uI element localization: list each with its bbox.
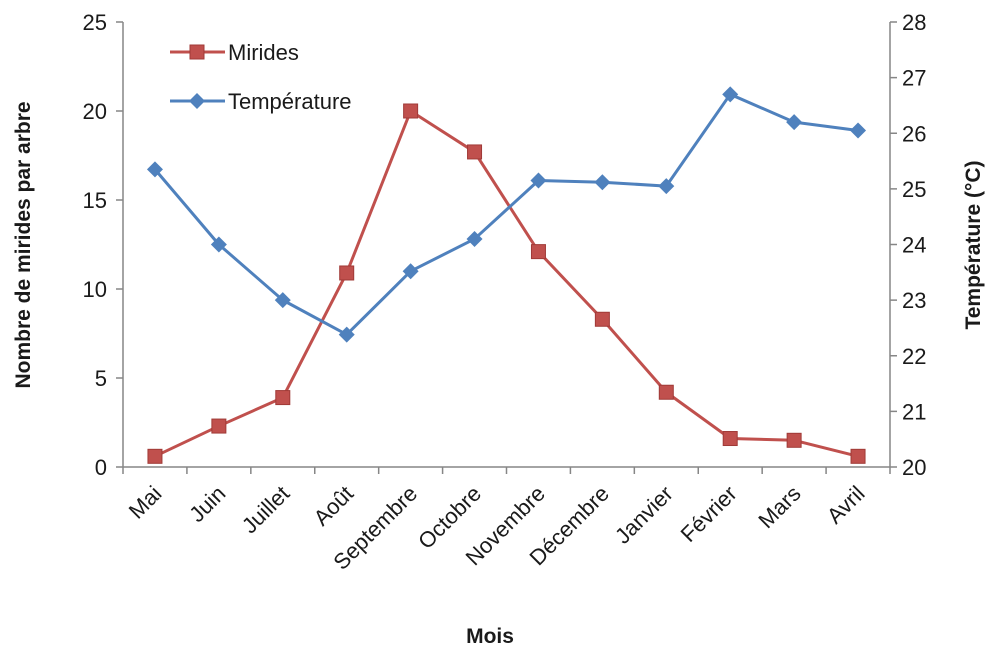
series-0-point — [211, 418, 227, 434]
right-tick-label: 20 — [902, 455, 926, 480]
series-1-point — [786, 114, 803, 131]
category-label: Mai — [124, 481, 167, 524]
series-0-point — [403, 103, 419, 119]
series-0-point — [594, 311, 610, 327]
right-tick-label: 24 — [902, 233, 926, 258]
left-tick-label: 0 — [95, 455, 107, 480]
right-tick-label: 26 — [902, 121, 926, 146]
series-1-point — [402, 263, 419, 280]
series-1-point — [338, 326, 355, 343]
series-1-point — [466, 230, 483, 247]
right-tick-label: 27 — [902, 66, 926, 91]
series-0-point — [658, 384, 674, 400]
series-1-point — [722, 86, 739, 103]
category-label: Janvier — [610, 481, 678, 549]
right-tick-label: 25 — [902, 177, 926, 202]
x-axis-title: Mois — [466, 625, 514, 646]
series-1-point — [274, 292, 291, 309]
category-label: Avril — [822, 481, 870, 529]
legend-marker-mirides — [189, 44, 205, 60]
right-tick-label: 22 — [902, 344, 926, 369]
series-0-point — [339, 265, 355, 281]
right-tick-label: 23 — [902, 288, 926, 313]
series-0-point — [786, 432, 802, 448]
legend-marker-temperature — [189, 93, 205, 109]
left-tick-label: 5 — [95, 366, 107, 391]
series-0-point — [722, 431, 738, 447]
category-label: Juin — [184, 481, 230, 527]
left-tick-label: 10 — [83, 277, 107, 302]
left-y-ticks: 0 5 10 15 20 25 — [83, 10, 123, 480]
legend-label-mirides: Mirides — [228, 40, 299, 65]
left-tick-label: 15 — [83, 188, 107, 213]
series-0-point — [467, 144, 483, 160]
left-tick-label: 20 — [83, 99, 107, 124]
right-tick-label: 28 — [902, 10, 926, 35]
series-0-point — [275, 390, 291, 406]
series-line-0 — [154, 109, 859, 458]
x-ticks: Mai Juin Juillet AoûtSeptembreOctobreNovemb… — [122, 467, 891, 575]
series-0-point — [850, 448, 866, 464]
left-axis-title: Nombre de mirides par arbre — [12, 101, 35, 388]
series-1-point — [594, 174, 611, 191]
category-label: Février — [676, 481, 742, 547]
category-label: Mars — [753, 481, 805, 533]
series-0-point — [530, 244, 546, 260]
series-1-point — [146, 161, 163, 178]
category-label: Août — [309, 481, 359, 531]
right-y-ticks: 20 21 22 23 24 25 26 27 28 — [890, 10, 926, 480]
series-1-point — [850, 122, 867, 139]
series-layer — [146, 86, 867, 464]
legend-label-temperature: Température — [228, 89, 352, 114]
right-tick-label: 21 — [902, 399, 926, 424]
series-1-point — [530, 172, 547, 189]
series-line-1 — [153, 92, 859, 337]
left-tick-label: 25 — [83, 10, 107, 35]
category-label: Juillet — [237, 481, 294, 538]
series-1-point — [210, 236, 227, 253]
right-axis-title: Température (°C) — [962, 160, 985, 329]
series-1-point — [658, 178, 675, 195]
legend: Mirides Température — [170, 40, 352, 114]
series-0-point — [147, 448, 163, 464]
